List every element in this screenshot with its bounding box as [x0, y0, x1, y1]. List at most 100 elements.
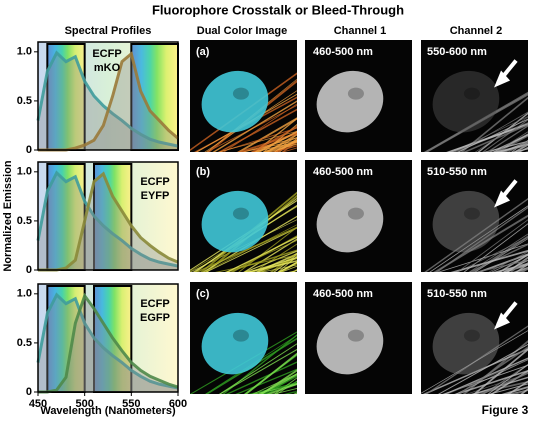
y-tick-label: 0 [26, 144, 32, 156]
nucleolus [463, 329, 480, 342]
channel-label: 550-600 nm [427, 46, 487, 58]
fibre [219, 348, 297, 394]
channel-label: 460-500 nm [313, 46, 373, 58]
y-axis-label: Normalized Emission [2, 160, 14, 272]
fibre [264, 381, 297, 394]
fibre [203, 224, 297, 272]
fibre [223, 103, 297, 152]
nucleolus [347, 87, 364, 100]
fibre [491, 254, 528, 272]
image-texture [423, 70, 555, 162]
fibre [237, 132, 297, 152]
fibre [273, 139, 297, 152]
y-tick-label: 0.5 [17, 95, 32, 107]
fibre [450, 249, 528, 272]
image-label: (c) [196, 288, 210, 300]
fibre [274, 377, 297, 394]
legend-entry: mKO [94, 62, 121, 74]
fibre [457, 346, 528, 394]
fibre [206, 79, 297, 152]
nucleus [316, 190, 384, 253]
line [38, 171, 179, 272]
image-texture [316, 70, 384, 133]
nucleus [201, 70, 269, 133]
y-tick-label: 0 [26, 386, 32, 398]
fibre [212, 100, 297, 152]
fibre [437, 343, 528, 394]
fibre [230, 235, 297, 272]
fibre [535, 340, 555, 404]
fibre [237, 117, 297, 152]
channel-label: 510-550 nm [427, 288, 487, 300]
fibre [494, 131, 528, 152]
y-tick-label: 1.0 [17, 166, 32, 178]
image-texture [190, 312, 297, 394]
fibre [542, 76, 555, 162]
fibre [265, 133, 297, 152]
fibre [542, 85, 555, 162]
fibre [460, 96, 528, 152]
fibre [458, 111, 528, 152]
fibre [487, 364, 528, 394]
nucleolus [463, 87, 480, 100]
arrow-head [494, 70, 511, 88]
column-header: Spectral Profiles [65, 25, 152, 37]
x-tick-label: 500 [75, 398, 93, 410]
fibre [240, 140, 297, 152]
y-tick-label: 0.5 [17, 215, 32, 227]
x-tick-label: 600 [169, 398, 187, 410]
nucleolus [347, 329, 364, 342]
nucleolus [232, 207, 249, 220]
fibre [206, 78, 297, 152]
fibre [244, 352, 297, 394]
nucleus [201, 190, 269, 253]
column-header: Dual Color Image [197, 25, 287, 37]
fibre [262, 140, 297, 152]
fibre [547, 311, 555, 404]
arrow-head [494, 312, 511, 330]
nucleus [432, 312, 500, 375]
fibre [545, 305, 555, 404]
fibre [525, 238, 555, 282]
area [38, 172, 178, 270]
fibre [536, 86, 555, 162]
nucleus [432, 70, 500, 133]
fibre [202, 215, 297, 272]
channel-label: 460-500 nm [313, 288, 373, 300]
fibre [425, 325, 528, 394]
fibre [423, 91, 528, 152]
fibre [526, 278, 555, 404]
fibre [545, 241, 555, 282]
fibre [262, 123, 297, 152]
image-label: (b) [196, 166, 210, 178]
plot-frame [37, 161, 179, 271]
nucleus [316, 312, 384, 375]
fibre [541, 178, 555, 282]
fibre [235, 368, 297, 394]
y-tick-label: 0.5 [17, 337, 32, 349]
fibre [194, 226, 297, 272]
fibre [468, 243, 528, 272]
fibre [534, 345, 555, 404]
fibre [490, 370, 528, 394]
title: Fluorophore Crosstalk or Bleed-Through [152, 2, 404, 17]
nucleus [201, 312, 269, 375]
fibre [225, 236, 297, 272]
line [38, 292, 179, 394]
fibre [243, 238, 297, 272]
fibre [512, 266, 528, 272]
fibre [215, 254, 297, 272]
plot-frame [37, 41, 179, 151]
fibre [542, 283, 555, 404]
fibre [462, 123, 528, 152]
legend-entry: ECFP [92, 48, 121, 60]
fibre [224, 249, 297, 272]
fibre [195, 93, 297, 152]
fibre [266, 372, 297, 394]
column-header: Channel 1 [334, 25, 387, 37]
x-tick-label: 450 [29, 398, 47, 410]
fibre [259, 258, 297, 272]
fibre [217, 130, 297, 152]
fibre [531, 117, 555, 162]
image-texture [316, 190, 384, 253]
